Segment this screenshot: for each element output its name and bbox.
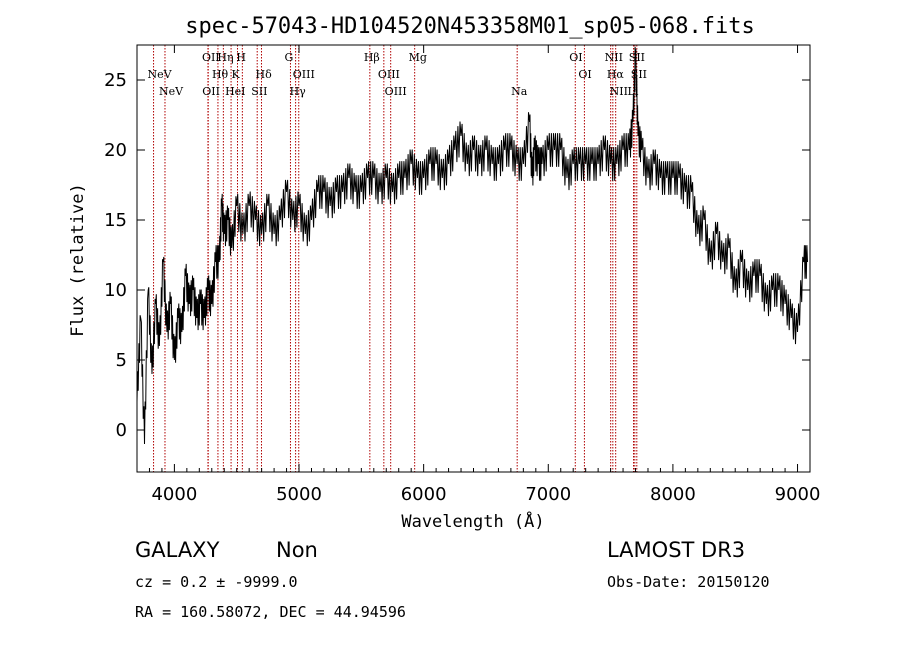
y-axis: 0 5 10 15 20 25: [104, 70, 810, 441]
y-tick-label: 10: [104, 280, 127, 301]
x-tick-label: 9000: [775, 484, 821, 505]
line-marker-label: SII: [629, 51, 645, 64]
line-marker-label: K: [232, 68, 241, 81]
line-marker-label: OII: [202, 51, 220, 64]
line-marker-label: OI: [569, 51, 582, 64]
x-tick-label: 5000: [276, 484, 322, 505]
survey-name: LAMOST DR3: [607, 538, 746, 562]
y-axis-label: Flux (relative): [68, 183, 88, 337]
line-marker-label: OI: [578, 68, 591, 81]
y-tick-label: 0: [116, 420, 127, 441]
spectral-line-markers: [153, 45, 638, 472]
spectrum-line: [136, 46, 808, 445]
line-marker-label: G: [284, 51, 293, 64]
line-marker-label: Li: [628, 85, 639, 98]
x-axis-label: Wavelength (Å): [401, 510, 544, 532]
cz-value: cz = 0.2 ± -9999.0: [135, 573, 298, 591]
line-marker-label: Hθ: [212, 68, 229, 81]
line-marker-label: Mg: [409, 51, 427, 64]
line-marker-label: SII: [251, 85, 267, 98]
obs-date: Obs-Date: 20150120: [607, 573, 770, 591]
line-marker-label: OIII: [385, 85, 407, 98]
line-marker-label: H: [236, 51, 246, 64]
line-marker-label: Hα: [607, 68, 625, 81]
ra-dec: RA = 160.58072, DEC = 44.94596: [135, 603, 406, 621]
line-marker-label: Na: [511, 85, 528, 98]
line-marker-label: Hδ: [255, 68, 272, 81]
object-subclass: Non: [276, 538, 318, 562]
y-tick-label: 25: [104, 70, 127, 91]
chart-title: spec-57043-HD104520N453358M01_sp05-068.f…: [185, 14, 755, 39]
line-marker-label: NII: [605, 51, 623, 64]
x-tick-label: 7000: [525, 484, 571, 505]
line-marker-label: NII: [610, 85, 628, 98]
line-marker-label: NeV: [148, 68, 173, 81]
line-marker-label: Hβ: [364, 51, 380, 64]
x-tick-label: 8000: [650, 484, 696, 505]
line-marker-label: OIII: [293, 68, 315, 81]
line-marker-label: Hγ: [290, 85, 307, 98]
line-marker-label: OII: [202, 85, 220, 98]
line-marker-label: SII: [631, 68, 647, 81]
line-marker-label: OIII: [378, 68, 400, 81]
y-tick-label: 15: [104, 210, 127, 231]
x-tick-label: 6000: [401, 484, 447, 505]
line-marker-label: Hη: [217, 51, 233, 64]
line-marker-label: HeI: [225, 85, 245, 98]
line-marker-label: NeV: [159, 85, 184, 98]
y-tick-label: 20: [104, 140, 127, 161]
object-class: GALAXY: [135, 538, 220, 562]
x-tick-label: 4000: [151, 484, 197, 505]
x-axis: 4000 5000 6000 7000 8000 9000: [136, 45, 821, 505]
y-tick-label: 5: [116, 350, 127, 371]
